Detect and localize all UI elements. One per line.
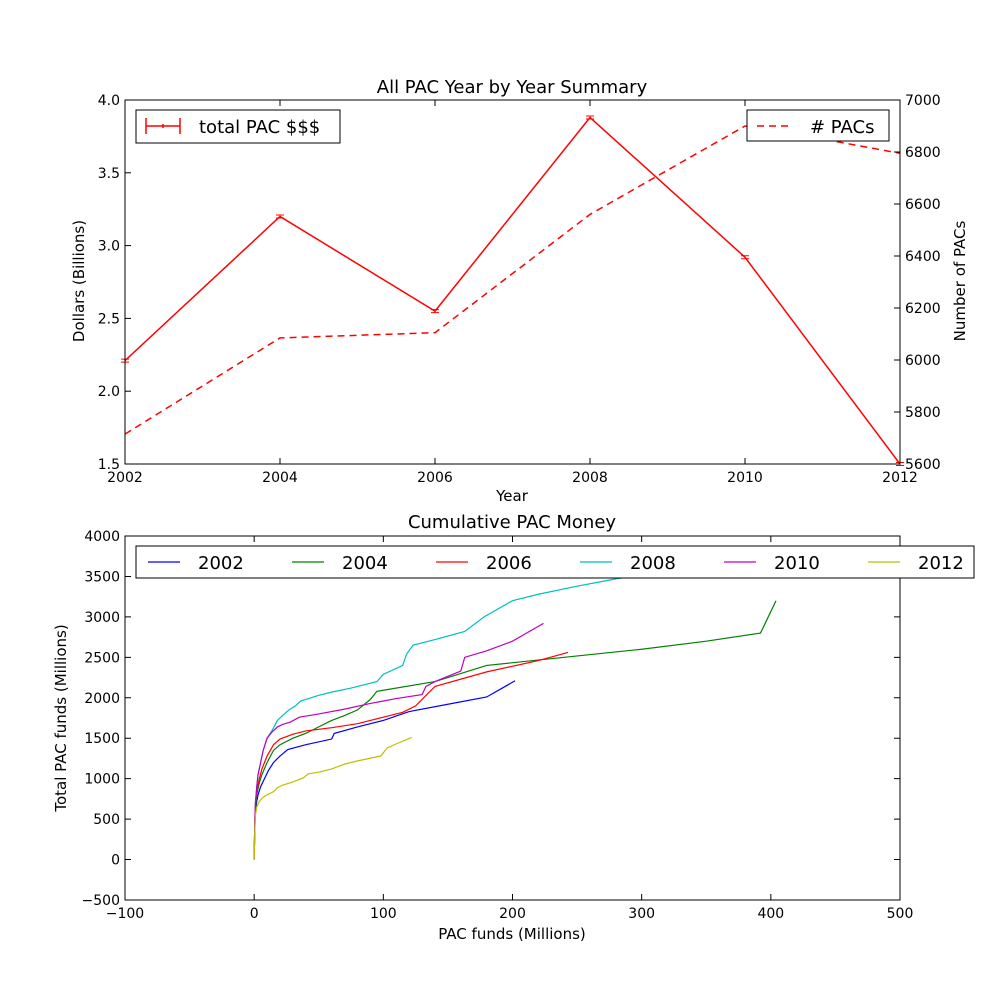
- y-tick-label: 1000: [84, 772, 120, 788]
- x-axis-label: Year: [495, 487, 529, 505]
- chart-title: Cumulative PAC Money: [408, 512, 616, 533]
- errorbar-point: [431, 309, 439, 314]
- y2-tick-label: 6600: [905, 197, 941, 213]
- chart-title: All PAC Year by Year Summary: [377, 77, 648, 98]
- y2-tick-label: 6800: [905, 145, 941, 161]
- y2-tick-label: 6200: [905, 301, 941, 317]
- y2-axis-label: Number of PACs: [951, 221, 969, 342]
- x-tick-label: 300: [628, 906, 655, 922]
- legend-label: 2004: [342, 553, 388, 574]
- x-axis-label: PAC funds (Millions): [438, 925, 586, 943]
- legend-box: [746, 109, 890, 142]
- legend-label: # PACs: [810, 117, 874, 138]
- y2-tick-label: 6000: [905, 353, 941, 369]
- x-tick-label: 2002: [107, 470, 143, 486]
- y-tick-label: 1.5: [98, 457, 120, 473]
- errorbar-point: [586, 115, 594, 120]
- legend-label: 2012: [918, 553, 964, 574]
- legend-years: 2002 2004 2006 2008 2010 2012: [135, 545, 975, 579]
- legend-label: total PAC $$$: [199, 117, 320, 138]
- y-tick-label: 4000: [84, 529, 120, 545]
- y2-tick-label: 5800: [905, 405, 941, 421]
- y2-tick-label: 6400: [905, 249, 941, 265]
- y-tick-label: 2.5: [98, 311, 120, 327]
- y-tick-label: −500: [82, 893, 120, 909]
- legend-label: 2010: [774, 553, 820, 574]
- legend-pac-count: # PACs: [746, 109, 890, 142]
- x-tick-label: 200: [499, 906, 526, 922]
- y-axis-label: Dollars (Billions): [70, 220, 88, 342]
- legend-label: 2006: [486, 553, 532, 574]
- errorbar-point: [741, 255, 749, 260]
- series-line-2004: [253, 600, 777, 860]
- legend-box: [135, 545, 975, 579]
- x-tick-label: 2008: [572, 470, 608, 486]
- plot-frame: [124, 99, 901, 465]
- y2-tick-label: 7000: [905, 93, 941, 109]
- x-tick-label: 0: [250, 906, 259, 922]
- y-tick-label: 1500: [84, 731, 120, 747]
- x-tick-label: 2010: [727, 470, 763, 486]
- series-line-2012: [253, 736, 412, 860]
- series-line-1: [124, 125, 901, 435]
- x-tick-label: 100: [370, 906, 397, 922]
- y-tick-label: 4.0: [98, 93, 120, 109]
- series-line-2010: [253, 622, 544, 860]
- y-tick-label: 0: [111, 853, 120, 869]
- y-tick-label: 3500: [84, 569, 120, 585]
- x-tick-label: 500: [887, 906, 914, 922]
- legend-swatch: [145, 118, 181, 134]
- x-tick-label: 400: [757, 906, 784, 922]
- y2-tick-label: 5600: [905, 457, 941, 473]
- legend-label: 2002: [198, 553, 244, 574]
- y-axis-label: Total PAC funds (Millions): [52, 624, 70, 812]
- legend-label: 2008: [630, 553, 676, 574]
- top-chart: All PAC Year by Year Summary Year Dollar…: [70, 77, 969, 505]
- legend-total-pac: total PAC $$$: [135, 109, 341, 144]
- x-tick-label: −100: [106, 906, 144, 922]
- series-line-0: [124, 116, 901, 465]
- series-line-2006: [253, 651, 569, 860]
- bottom-chart: Cumulative PAC Money PAC funds (Millions…: [52, 512, 975, 943]
- y-tick-label: 2.0: [98, 384, 120, 400]
- series-line-2002: [253, 680, 516, 860]
- y-tick-label: 3.5: [98, 166, 120, 182]
- y-tick-label: 3.0: [98, 239, 120, 255]
- y-tick-label: 2500: [84, 650, 120, 666]
- legend-box: [135, 109, 341, 144]
- series-line-2008: [253, 546, 810, 860]
- x-tick-label: 2012: [882, 470, 918, 486]
- plot-frame: [124, 535, 901, 901]
- y-tick-label: 3000: [84, 610, 120, 626]
- y-tick-label: 2000: [84, 691, 120, 707]
- y-tick-label: 500: [93, 812, 120, 828]
- errorbar-point: [276, 214, 284, 219]
- x-tick-label: 2004: [262, 470, 298, 486]
- x-tick-label: 2006: [417, 470, 453, 486]
